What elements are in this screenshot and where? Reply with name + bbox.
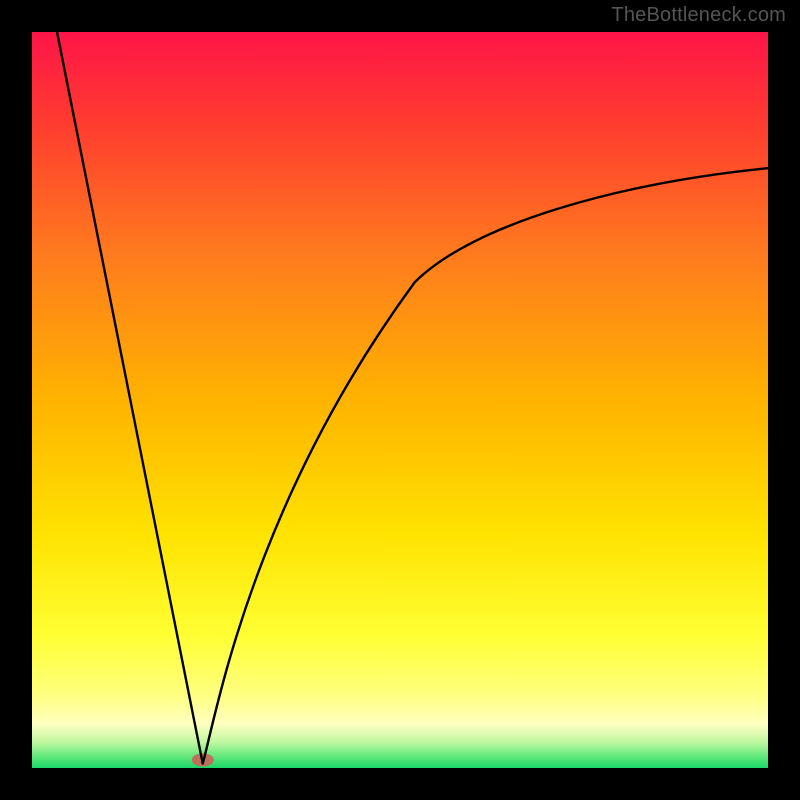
watermark-text: TheBottleneck.com xyxy=(611,4,786,27)
chart-container: TheBottleneck.com xyxy=(0,0,800,800)
bottleneck-chart-svg xyxy=(0,0,800,800)
plot-area-gradient xyxy=(32,32,768,768)
